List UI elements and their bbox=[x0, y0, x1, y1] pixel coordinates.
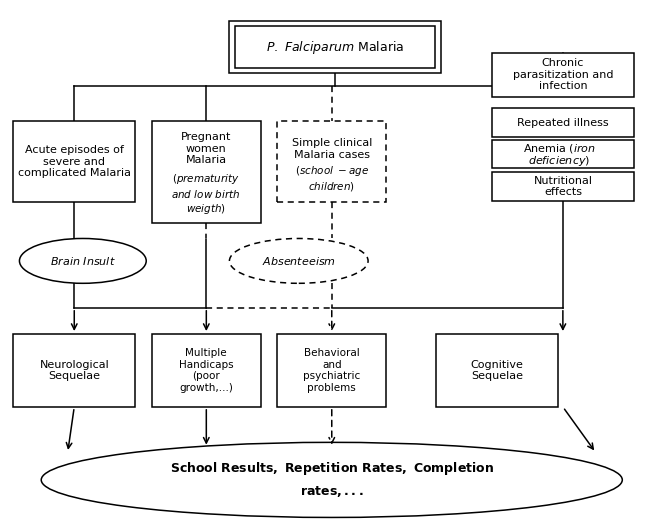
Ellipse shape bbox=[229, 239, 368, 284]
Text: $\bf{rates,...}$: $\bf{rates,...}$ bbox=[300, 484, 363, 499]
Bar bbox=[235, 26, 435, 69]
Text: Repeated illness: Repeated illness bbox=[517, 118, 609, 128]
Text: Anemia $\mathit{(iron}$: Anemia $\mathit{(iron}$ bbox=[523, 142, 596, 155]
Bar bbox=[492, 172, 634, 201]
Bar bbox=[492, 140, 634, 168]
Bar bbox=[13, 121, 136, 202]
Text: Acute episodes of
severe and
complicated Malaria: Acute episodes of severe and complicated… bbox=[18, 145, 131, 179]
Ellipse shape bbox=[19, 239, 146, 284]
Text: $\mathit{deficiency)}$: $\mathit{deficiency)}$ bbox=[528, 154, 591, 168]
Text: Pregnant
women
Malaria: Pregnant women Malaria bbox=[181, 132, 232, 165]
Bar bbox=[277, 121, 386, 202]
Text: $\mathit{(school\ -age}$
$\mathit{children)}$: $\mathit{(school\ -age}$ $\mathit{childr… bbox=[295, 164, 369, 193]
Text: $\mathit{Absenteeism}$: $\mathit{Absenteeism}$ bbox=[262, 255, 336, 267]
Text: Neurological
Sequelae: Neurological Sequelae bbox=[39, 359, 109, 381]
Bar bbox=[229, 21, 441, 73]
Text: $\mathit{(prematurity}$
$\mathit{and\ low\ birth}$
$\mathit{weigth)}$: $\mathit{(prematurity}$ $\mathit{and\ lo… bbox=[172, 172, 241, 216]
Bar bbox=[436, 334, 558, 407]
Text: Multiple
Handicaps
(poor
growth,...): Multiple Handicaps (poor growth,...) bbox=[179, 348, 234, 393]
Text: Behavioral
and
psychiatric
problems: Behavioral and psychiatric problems bbox=[303, 348, 361, 393]
Bar bbox=[492, 109, 634, 137]
Text: $\mathit{P.\ Falciparum}$ Malaria: $\mathit{P.\ Falciparum}$ Malaria bbox=[266, 38, 404, 56]
Text: Chronic
parasitization and
infection: Chronic parasitization and infection bbox=[512, 58, 613, 91]
Bar bbox=[152, 334, 261, 407]
Text: $\bf{School\ Results,\ Repetition\ Rates,\ Completion}$: $\bf{School\ Results,\ Repetition\ Rates… bbox=[170, 460, 494, 477]
Text: Nutritional
effects: Nutritional effects bbox=[533, 175, 593, 197]
Bar bbox=[492, 53, 634, 97]
Bar bbox=[277, 334, 386, 407]
Text: Cognitive
Sequelae: Cognitive Sequelae bbox=[470, 359, 523, 381]
Bar bbox=[13, 334, 136, 407]
Text: $\mathit{Brain\ Insult}$: $\mathit{Brain\ Insult}$ bbox=[50, 255, 116, 267]
Text: Simple clinical
Malaria cases: Simple clinical Malaria cases bbox=[291, 138, 372, 160]
Bar bbox=[152, 121, 261, 223]
Ellipse shape bbox=[41, 442, 623, 518]
